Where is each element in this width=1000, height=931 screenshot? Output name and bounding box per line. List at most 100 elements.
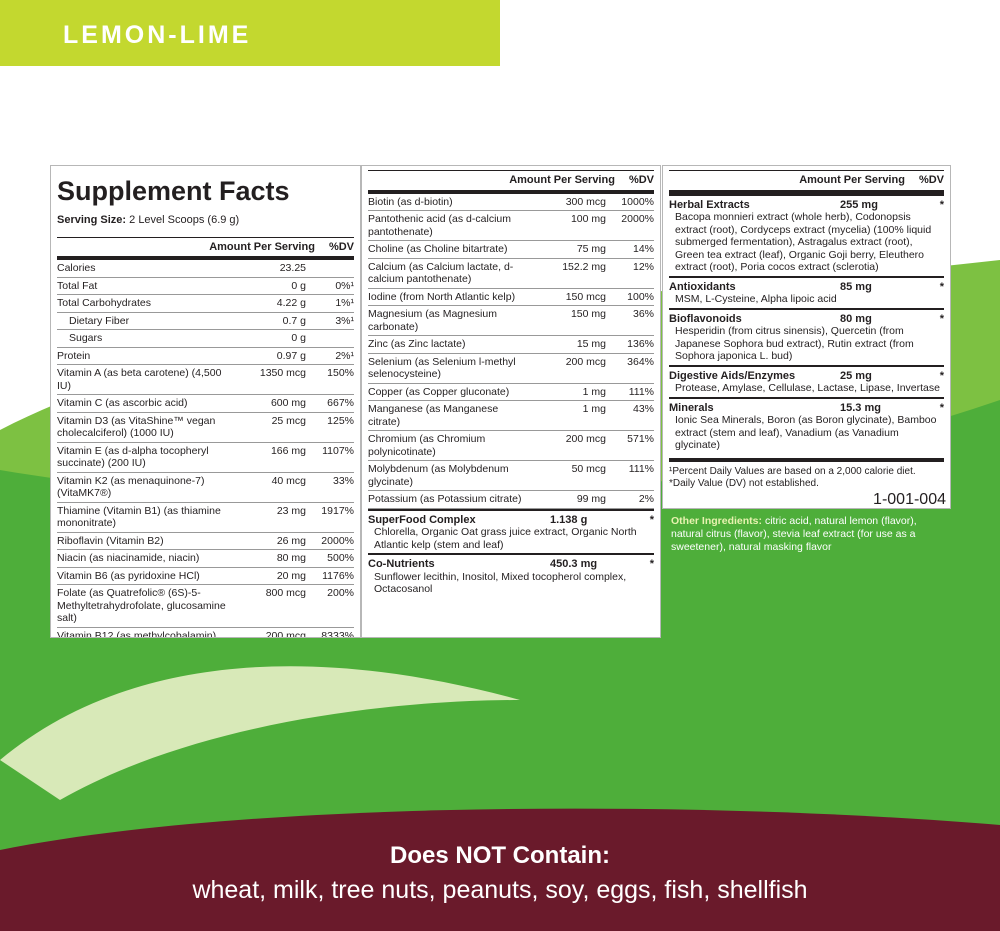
nutrient-dv: 150% xyxy=(327,367,354,379)
nutrient-dv: 2000% xyxy=(321,534,354,547)
nutrient-amount: 800 mcg xyxy=(265,587,306,599)
blend-dv: * xyxy=(939,198,944,211)
nutrient-row: Calories 23.25 xyxy=(57,260,354,278)
blend-dv: * xyxy=(649,513,654,526)
nutrient-amount: 0.97 g xyxy=(276,349,306,362)
nutrient-dv: 12% xyxy=(632,260,654,273)
nutrient-amount: 152.2 mg xyxy=(562,260,606,273)
blend-header: Antioxidants 85 mg * xyxy=(669,281,944,294)
nutrient-name: Chromium (as Chromium polynicotinate) xyxy=(368,433,486,458)
blend-description: Bacopa monnieri extract (whole herb), Co… xyxy=(675,211,932,273)
facts-panel: Amount Per Serving %DV Herbal Extracts 255 … xyxy=(662,165,951,509)
nutrient-amount: 50 mcg xyxy=(571,463,606,475)
nutrient-amount: 23 mg xyxy=(276,504,306,517)
nutrient-row: Molybdenum (as Molybdenum glycinate) 50 m… xyxy=(368,461,654,491)
nutrient-dv: 364% xyxy=(627,355,654,368)
blend-dv: * xyxy=(649,558,654,570)
nutrient-amount: 99 mg xyxy=(576,493,606,505)
nutrient-row: Vitamin K2 (as menaquinone-7) (VitaMK7®)… xyxy=(57,473,354,503)
nutrient-dv: 200% xyxy=(327,587,354,599)
blend-header: SuperFood Complex 1.138 g * xyxy=(368,514,654,527)
blend-name: Minerals xyxy=(669,401,714,414)
dv-header: %DV xyxy=(628,174,654,186)
nutrient-amount: 300 mcg xyxy=(565,195,606,208)
nutrient-amount: 0 g xyxy=(291,332,306,344)
nutrient-dv: 8333% xyxy=(321,629,354,638)
nutrient-name: Vitamin A (as beta carotene) (4,500 IU) xyxy=(57,367,222,392)
nutrient-name: Dietary Fiber xyxy=(69,314,130,327)
nutrient-dv: 2000% xyxy=(621,213,654,225)
facts-title: Supplement Facts xyxy=(57,176,290,206)
column-header: Amount Per Serving %DV xyxy=(669,170,944,194)
nutrient-row: Pantothenic acid (as d-calcium pantothen… xyxy=(368,211,654,241)
nutrient-amount: 150 mg xyxy=(570,308,606,320)
blend-header: Herbal Extracts 255 mg * xyxy=(669,199,944,212)
nutrient-amount: 23.25 xyxy=(279,262,306,274)
amount-header: Amount Per Serving xyxy=(799,174,905,186)
nutrient-row: Vitamin D3 (as VitaShine™ vegan cholecal… xyxy=(57,413,354,443)
blend-amount: 80 mg xyxy=(840,312,872,325)
blend-description: Sunflower lecithin, Inositol, Mixed toco… xyxy=(374,570,627,596)
nutrient-dv: 125% xyxy=(327,414,354,427)
nutrient-name: Protein xyxy=(57,349,91,362)
blend: Digestive Aids/Enzymes 25 mg * Protease, Am… xyxy=(669,364,944,397)
nutrient-dv: 500% xyxy=(327,552,354,564)
nutrient-row: Vitamin C (as ascorbic acid) 600 mg 667% xyxy=(57,395,354,413)
blend-amount: 85 mg xyxy=(840,280,872,293)
footnote: *Daily Value (DV) not established. xyxy=(669,478,819,489)
allergens-title: Does NOT Contain: xyxy=(390,842,610,869)
nutrient-row: Sugars 0 g xyxy=(57,330,354,348)
nutrient-name: Riboflavin (Vitamin B2) xyxy=(57,534,164,547)
nutrient-dv: 1%¹ xyxy=(335,297,354,309)
nutrient-row: Vitamin B6 (as pyridoxine HCl) 20 mg 1176% xyxy=(57,568,354,585)
nutrient-amount: 1 mg xyxy=(582,403,606,415)
blend-dv: * xyxy=(939,312,944,325)
other-label: Other Ingredients: xyxy=(671,515,763,527)
blend-header: Digestive Aids/Enzymes 25 mg * xyxy=(669,370,944,383)
nutrient-amount: 1350 mcg xyxy=(259,367,306,379)
nutrient-dv: 43% xyxy=(632,403,654,415)
blend: Bioflavonoids 80 mg * Hesperidin (from citr… xyxy=(669,307,944,365)
blend-name: Antioxidants xyxy=(669,280,736,293)
nutrient-row: Folate (as Quatrefolic® (6S)-5-Methyltet… xyxy=(57,585,354,628)
footnote: ¹Percent Daily Values are based on a 2,0… xyxy=(669,465,916,477)
nutrient-name: Folate (as Quatrefolic® (6S)-5-Methyltet… xyxy=(57,587,226,624)
nutrient-amount: 0 g xyxy=(291,279,306,292)
nutrient-row: Total Carbohydrates 4.22 g 1%¹ xyxy=(57,295,354,313)
nutrient-name: Selenium (as Selenium l-methyl selenocys… xyxy=(368,355,516,381)
nutrient-name: Total Carbohydrates xyxy=(57,297,151,309)
nutrient-amount: 40 mcg xyxy=(271,474,306,487)
nutrient-name: Choline (as Choline bitartrate) xyxy=(368,243,508,255)
nutrient-dv: 3%¹ xyxy=(335,314,354,327)
blend: Herbal Extracts 255 mg * Bacopa monnieri ex… xyxy=(669,193,944,276)
nutrient-row: Protein 0.97 g 2%¹ xyxy=(57,348,354,365)
nutrient-row: Total Fat 0 g 0%¹ xyxy=(57,278,354,295)
nutrient-name: Calcium (as Calcium lactate, d-calcium p… xyxy=(368,260,514,286)
nutrient-row: Magnesium (as Magnesium carbonate) 150 mg… xyxy=(368,306,654,336)
allergens: Does NOT Contain: wheat, milk, tree nuts… xyxy=(0,842,1000,905)
blend-name: Bioflavonoids xyxy=(669,312,742,325)
blend: Co-Nutrients 450.3 mg * Sunflower lecithin,… xyxy=(368,553,654,598)
nutrient-name: Biotin (as d-biotin) xyxy=(368,195,453,208)
blend-header: Co-Nutrients 450.3 mg * xyxy=(368,558,654,571)
allergens-text: wheat, milk, tree nuts, peanuts, soy, eg… xyxy=(192,876,808,904)
facts-panel: Amount Per Serving %DV Biotin (as d-biotin… xyxy=(361,165,661,638)
nutrient-row: Choline (as Choline bitartrate) 75 mg 14% xyxy=(368,241,654,259)
nutrient-dv: 14% xyxy=(632,243,654,255)
nutrient-dv: 1107% xyxy=(322,444,354,457)
blend-amount: 450.3 mg xyxy=(550,558,598,570)
blend-dv: * xyxy=(939,280,944,293)
blend-description: Protease, Amylase, Cellulase, Lactase, L… xyxy=(675,382,940,394)
nutrient-dv: 100% xyxy=(627,290,654,303)
serving-size: Serving Size: 2 Level Scoops (6.9 g) xyxy=(57,214,354,227)
nutrient-dv: 2% xyxy=(638,493,654,505)
leaf-highlight xyxy=(0,666,520,800)
blend-name: Digestive Aids/Enzymes xyxy=(669,369,796,382)
nutrient-amount: 166 mg xyxy=(270,444,306,457)
blend: Antioxidants 85 mg * MSM, L-Cysteine, Alpha… xyxy=(669,275,944,308)
nutrient-row: Potassium (as Potassium citrate) 99 mg 2% xyxy=(368,491,654,509)
nutrient-name: Copper (as Copper gluconate) xyxy=(368,385,510,398)
blend-description: Chlorella, Organic Oat grass juice extra… xyxy=(374,526,637,551)
nutrient-row: Vitamin B12 (as methylcobalamin) 200 mcg 8… xyxy=(57,628,354,638)
nutrient-row: Iodine (from North Atlantic kelp) 150 mcg… xyxy=(368,289,654,306)
